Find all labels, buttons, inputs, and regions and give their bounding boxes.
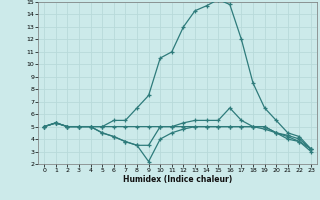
X-axis label: Humidex (Indice chaleur): Humidex (Indice chaleur) — [123, 175, 232, 184]
